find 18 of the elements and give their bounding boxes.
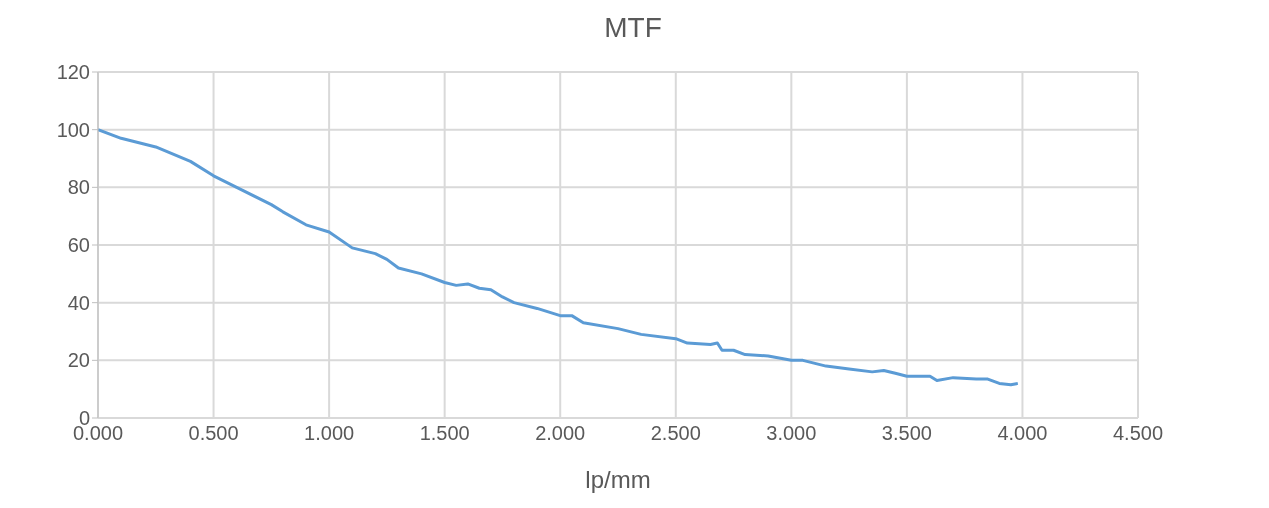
- x-tick-label: 4.000: [997, 422, 1048, 445]
- x-tick-label: 3.500: [881, 422, 932, 445]
- x-tick-label: 0.500: [188, 422, 239, 445]
- x-tick-label: 4.500: [1112, 422, 1164, 445]
- y-tick-label: 20: [67, 349, 90, 372]
- y-tick-label: 100: [56, 118, 90, 141]
- x-tick-label: 3.000: [766, 422, 817, 445]
- x-tick-label: 1.000: [304, 422, 355, 445]
- line-series: [98, 128, 1020, 387]
- y-tick-label: 120: [56, 61, 90, 84]
- y-tick-label: 40: [67, 291, 90, 314]
- x-axis-title: lp/mm: [585, 466, 651, 493]
- y-tick-label: 80: [67, 176, 90, 199]
- x-tick-label: 2.000: [535, 422, 586, 445]
- x-tick-label: 1.500: [419, 422, 470, 445]
- y-tick-label: 60: [67, 234, 90, 257]
- chart-title: MTF: [603, 11, 663, 45]
- x-tick-label: 2.500: [650, 422, 701, 445]
